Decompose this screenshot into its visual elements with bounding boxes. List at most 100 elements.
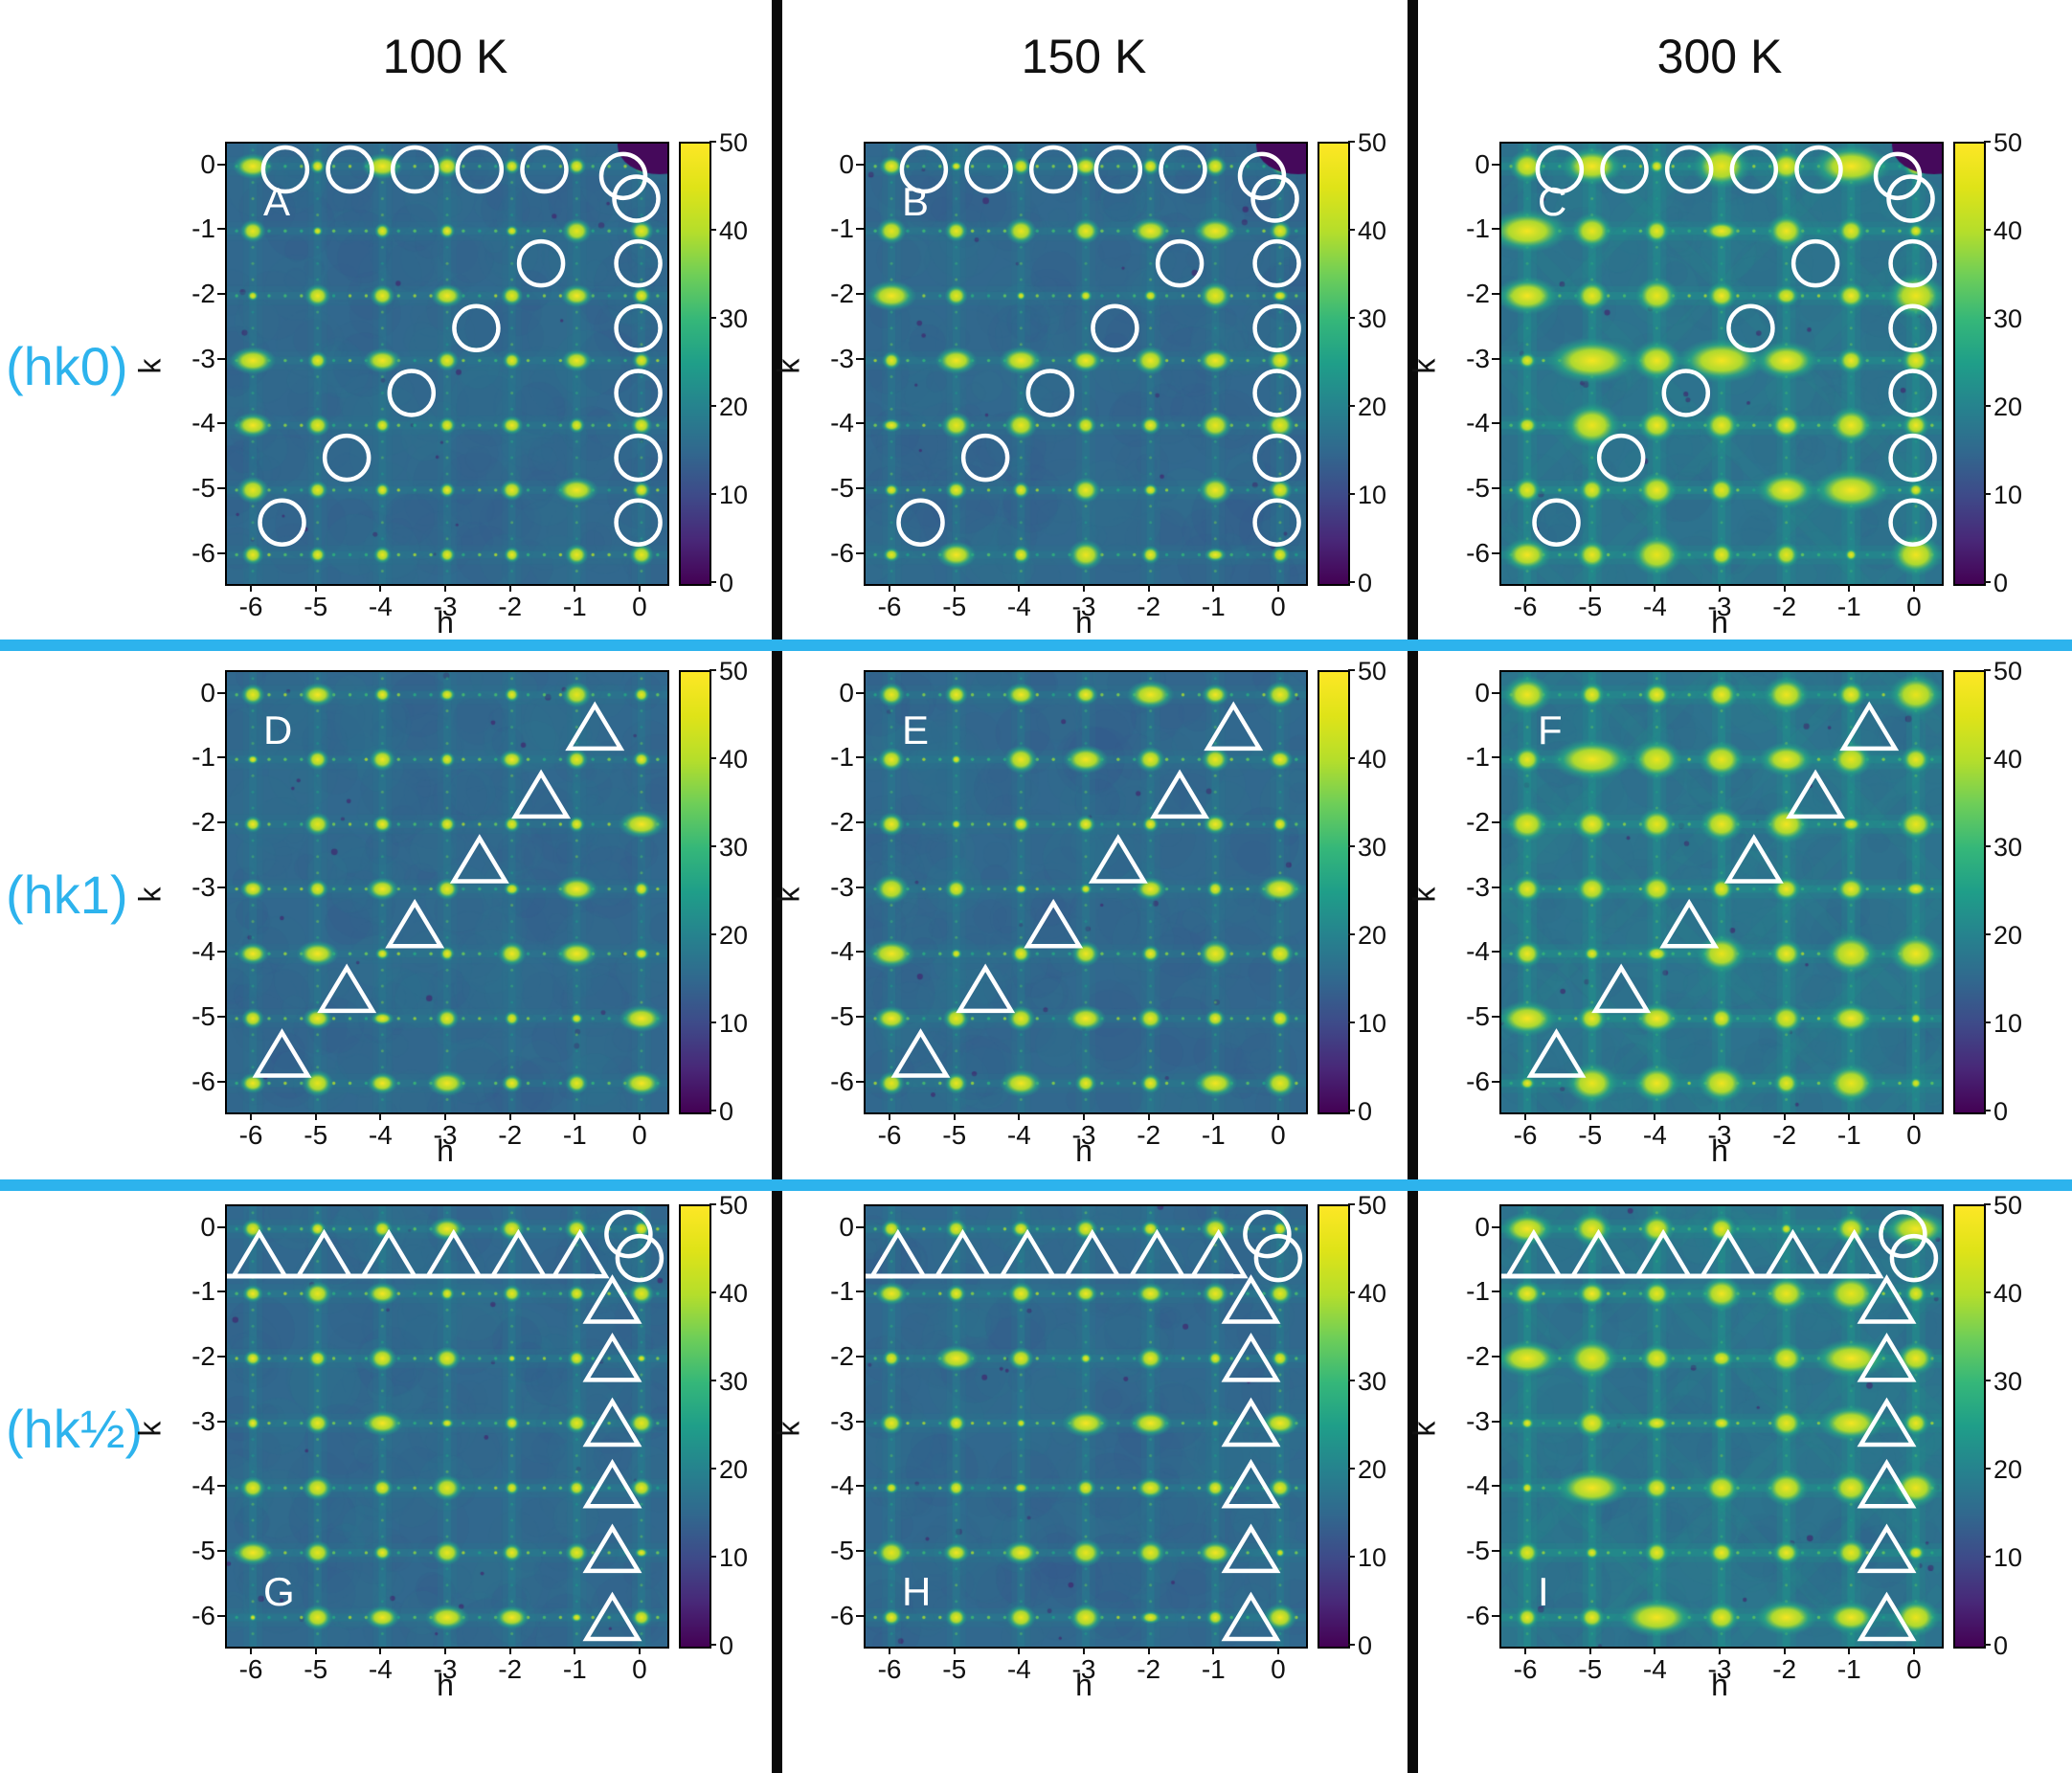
colorbar-tick-label: 40: [1993, 1279, 2023, 1308]
x-tick-label: -6: [238, 1120, 263, 1150]
y-tick-label: -2: [1466, 1340, 1490, 1371]
x-tick-label: -2: [1772, 592, 1797, 621]
colorbar-tick-label: 50: [719, 128, 749, 157]
y-tick-mark: [1492, 292, 1499, 295]
x-axis-label: h: [1075, 605, 1092, 640]
column-divider-2: [1408, 0, 1418, 1773]
y-tick-mark: [856, 691, 864, 694]
x-tick-label: 0: [632, 1654, 647, 1684]
colorbar-tick-label: 0: [1358, 1097, 1373, 1126]
x-tick-label: -6: [238, 592, 263, 621]
colorbar-tick-mark: [1348, 229, 1355, 231]
row-divider-2: [0, 1179, 2072, 1191]
y-tick-label: -6: [1466, 537, 1490, 568]
y-tick-label: -5: [191, 1000, 215, 1031]
colorbar-tick-label: 30: [1993, 304, 2023, 333]
x-tick-label: -3: [1707, 592, 1732, 621]
y-tick-mark: [217, 163, 225, 166]
y-tick-label: -4: [1466, 1470, 1490, 1501]
x-tick-label: -6: [877, 1654, 902, 1684]
x-tick-mark: [444, 1647, 446, 1654]
colorbar-tick-label: 30: [1993, 833, 2023, 862]
y-tick-mark: [1492, 1549, 1499, 1552]
x-tick-label: -1: [562, 1654, 587, 1684]
x-tick-label: -3: [1071, 1654, 1096, 1684]
y-tick-mark: [856, 486, 864, 489]
colorbar-tick-mark: [1348, 933, 1355, 935]
colorbar-tick-label: 10: [1993, 1543, 2023, 1572]
colorbar-tick-label: 0: [1993, 1631, 2009, 1660]
y-tick-label: 0: [1475, 677, 1490, 707]
panel-letter: E: [902, 707, 930, 752]
x-tick-label: -4: [1642, 592, 1667, 621]
y-tick-label: -3: [191, 871, 215, 902]
column-divider-1: [772, 0, 782, 1773]
heatmap-plot: D: [225, 670, 669, 1114]
y-tick-label: -6: [830, 1600, 854, 1630]
heatmap-canvas-C: [1501, 144, 1942, 584]
x-tick-mark: [953, 1112, 956, 1120]
row-label-hkhalf: (hk½): [6, 1399, 144, 1459]
y-tick-label: -2: [1466, 806, 1490, 837]
x-tick-label: -2: [1137, 1654, 1161, 1684]
colorbar-tick-label: 50: [1358, 1191, 1387, 1220]
colorbar-tick-label: 50: [1358, 128, 1387, 157]
x-tick-label: -5: [942, 1120, 967, 1150]
x-tick-mark: [1719, 584, 1721, 592]
y-tick-label: -6: [830, 1066, 854, 1096]
colorbar-tick-mark: [709, 1203, 716, 1205]
y-tick-mark: [856, 1290, 864, 1293]
x-tick-label: -2: [1137, 592, 1161, 621]
colorbar-tick-mark: [1348, 1644, 1355, 1646]
x-tick-label: -2: [498, 1120, 523, 1150]
colorbar-tick-label: 20: [1358, 921, 1387, 950]
colorbar-tick-mark: [1984, 1021, 1991, 1023]
heatmap-plot: F: [1499, 670, 1944, 1114]
x-tick-label: 0: [1271, 1654, 1286, 1684]
y-tick-mark: [856, 756, 864, 759]
x-axis-label: h: [1711, 605, 1728, 640]
x-tick-label: -5: [1578, 1654, 1603, 1684]
x-tick-label: 0: [1271, 592, 1286, 621]
x-tick-mark: [1848, 1112, 1851, 1120]
colorbar-tick-label: 10: [719, 481, 749, 509]
x-tick-label: -1: [1836, 1654, 1861, 1684]
colorbar-tick-mark: [1984, 1203, 1991, 1205]
heatmap-plot: C: [1499, 142, 1944, 586]
colorbar-tick-mark: [1348, 317, 1355, 319]
colorbar-tick-mark: [1984, 669, 1991, 671]
colorbar-tick-label: 10: [719, 1009, 749, 1038]
x-tick-label: 0: [1906, 1120, 1922, 1150]
colorbar-tick-mark: [709, 141, 716, 143]
y-tick-mark: [217, 1614, 225, 1617]
x-tick-mark: [1654, 1647, 1656, 1654]
y-tick-mark: [856, 1614, 864, 1617]
x-tick-mark: [1719, 1112, 1721, 1120]
y-tick-label: -1: [1466, 1276, 1490, 1307]
colorbar-tick-mark: [709, 405, 716, 407]
x-tick-label: -3: [433, 1120, 458, 1150]
x-tick-mark: [1147, 584, 1150, 592]
colorbar-tick-label: 0: [1993, 569, 2009, 597]
y-tick-label: -6: [191, 537, 215, 568]
panel-I: I -6 -5 -4 -3 -2 -1 0 0 -1 -2 -3 -4 -5 -6 h k 50 40 30 20 10 0: [1408, 1191, 2045, 1719]
y-tick-label: -3: [830, 871, 854, 902]
x-tick-mark: [574, 1647, 576, 1654]
y-tick-label: -1: [830, 213, 854, 244]
x-tick-label: -3: [433, 1654, 458, 1684]
x-tick-mark: [379, 1647, 382, 1654]
column-title-100k: 100 K: [382, 30, 508, 83]
x-tick-label: -6: [877, 592, 902, 621]
x-tick-mark: [1912, 584, 1915, 592]
y-tick-label: -1: [1466, 213, 1490, 244]
x-tick-label: -3: [1707, 1654, 1732, 1684]
x-tick-mark: [1276, 1647, 1279, 1654]
colorbar-tick-label: 20: [1993, 1455, 2023, 1484]
panel-C: C -6 -5 -4 -3 -2 -1 0 0 -1 -2 -3 -4 -5 -6 h k 50 40 30 20 10 0: [1408, 128, 2045, 657]
x-axis-label: h: [437, 1133, 454, 1168]
y-tick-label: 0: [200, 677, 215, 707]
colorbar-tick-mark: [1348, 1380, 1355, 1381]
x-tick-mark: [638, 584, 641, 592]
y-tick-label: -5: [191, 472, 215, 503]
x-tick-mark: [953, 584, 956, 592]
